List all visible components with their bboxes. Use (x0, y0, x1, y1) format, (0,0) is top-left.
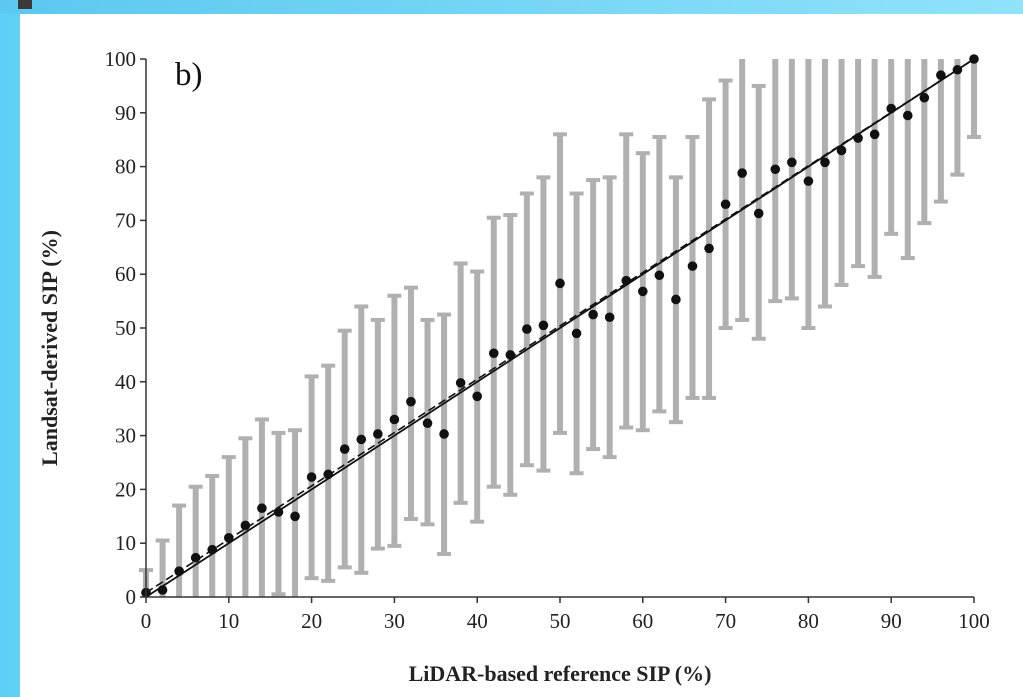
data-point (820, 157, 830, 168)
x-tick-label: 60 (632, 609, 653, 633)
scatter-chart: 0 10 20 30 40 50 60 70 80 90 100 0 10 20 30 40 50 60 70 80 9… (37, 47, 990, 686)
data-point (638, 286, 648, 297)
axes-layer: 0 10 20 30 40 50 60 70 80 90 100 0 10 20 30 40 50 60 70 80 9… (105, 47, 990, 633)
x-tick-label: 80 (798, 609, 819, 633)
data-point (406, 396, 416, 407)
data-point (604, 312, 615, 323)
data-point (969, 54, 979, 64)
data-point (273, 507, 284, 517)
y-tick-label: 40 (115, 370, 136, 394)
y-tick-label: 80 (115, 155, 136, 179)
data-point (207, 544, 218, 555)
data-point (306, 472, 317, 482)
data-point (919, 92, 930, 103)
x-tick-label: 10 (218, 609, 239, 633)
data-point (240, 520, 251, 531)
corner-mark (18, 0, 32, 9)
x-tick-label: 50 (550, 609, 571, 633)
data-point (323, 469, 333, 480)
x-axis-title: LiDAR-based reference SIP (%) (409, 661, 712, 686)
x-tick-label: 100 (958, 609, 990, 633)
data-point (687, 261, 698, 271)
data-point (720, 199, 731, 210)
x-tick-label: 30 (384, 609, 405, 633)
data-point (654, 270, 665, 281)
data-point (555, 278, 565, 289)
data-point (902, 110, 913, 121)
data-point (488, 348, 499, 359)
y-tick-label: 50 (115, 316, 136, 340)
data-point (753, 208, 764, 219)
data-point (439, 429, 449, 439)
chart-panel: 0 10 20 30 40 50 60 70 80 90 100 0 10 20 30 40 50 60 70 80 9… (20, 14, 1023, 697)
data-point (290, 511, 300, 522)
data-point (174, 566, 184, 576)
x-tick-label: 90 (881, 609, 902, 633)
data-point (836, 145, 847, 156)
fit-lines-layer (145, 58, 975, 598)
y-tick-label: 20 (115, 477, 136, 501)
data-point (787, 157, 797, 168)
panel-label: b) (175, 57, 203, 93)
data-point (886, 103, 896, 114)
x-tick-label: 70 (715, 609, 736, 633)
reference-line (145, 58, 975, 594)
y-tick-label: 0 (126, 585, 137, 609)
data-point (571, 328, 582, 339)
data-point (737, 168, 747, 178)
data-point (389, 414, 400, 425)
data-point (522, 324, 532, 334)
data-point (505, 350, 516, 360)
data-point (339, 444, 350, 454)
data-point (224, 533, 234, 543)
x-tick-label: 20 (301, 609, 322, 633)
x-tick-label: 40 (467, 609, 488, 633)
x-tick-label: 0 (141, 609, 152, 633)
y-tick-label: 30 (115, 424, 136, 448)
data-point (190, 552, 201, 563)
data-point (373, 429, 383, 439)
data-point (157, 585, 168, 595)
y-tick-label: 10 (115, 531, 136, 555)
data-point (472, 391, 483, 402)
data-point (422, 418, 433, 429)
y-tick-label: 90 (115, 101, 136, 125)
data-point (257, 503, 267, 514)
data-point (770, 164, 781, 175)
data-point (621, 275, 632, 286)
data-point (356, 434, 367, 445)
data-point (704, 243, 714, 254)
y-tick-label: 70 (115, 208, 136, 232)
points-layer (141, 54, 979, 598)
data-point (538, 320, 549, 331)
data-point (853, 133, 863, 143)
data-point (455, 378, 466, 388)
data-point (936, 70, 946, 80)
data-point (952, 64, 963, 75)
data-point (588, 309, 598, 320)
data-point (869, 129, 880, 140)
top-decoration-strip (0, 0, 1023, 14)
data-point (803, 176, 814, 186)
y-axis-title: Landsat-derived SIP (%) (37, 230, 62, 466)
y-tick-label: 60 (115, 262, 136, 286)
y-tick-label: 100 (105, 47, 137, 71)
data-point (671, 294, 681, 305)
